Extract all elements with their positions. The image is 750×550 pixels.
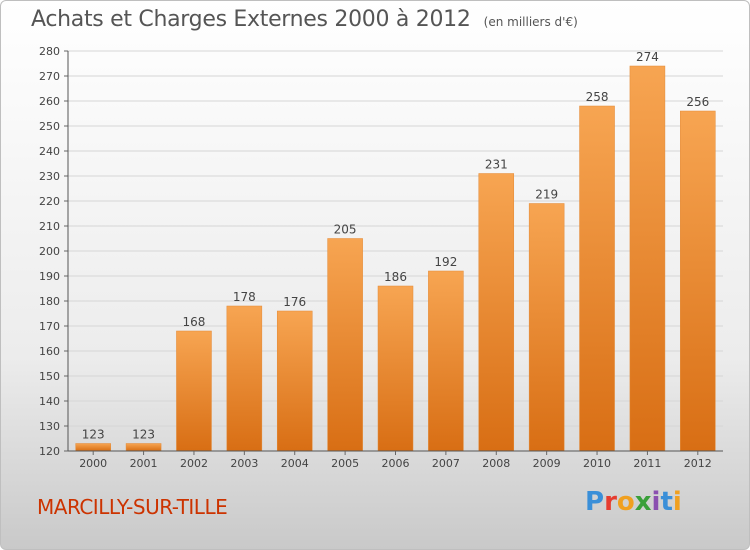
y-tick-label: 270 xyxy=(39,70,60,83)
y-tick-label: 190 xyxy=(39,270,60,283)
bar-value-label: 258 xyxy=(586,90,609,104)
axes: 120 130 140 150 160 170 180 190 200 210 220 230 240 2… xyxy=(39,45,723,470)
commune-name: MARCILLY-SUR-TILLE xyxy=(37,495,228,519)
bar xyxy=(75,443,111,452)
bar xyxy=(428,270,464,452)
logo-letter: t xyxy=(660,487,673,517)
y-tick-label: 260 xyxy=(39,95,60,108)
y-tick-label: 200 xyxy=(39,245,60,258)
y-tick-label: 160 xyxy=(39,345,60,358)
logo-letter: P xyxy=(585,487,605,517)
chart-title: Achats et Charges Externes 2000 à 2012 xyxy=(31,7,471,32)
x-tick-label: 2004 xyxy=(281,457,309,470)
y-tick-label: 170 xyxy=(39,320,60,333)
y-tick-label: 280 xyxy=(39,45,60,58)
y-tick-label: 240 xyxy=(39,145,60,158)
x-tick-label: 2003 xyxy=(230,457,258,470)
y-tick-label: 150 xyxy=(39,370,60,383)
x-tick-label: 2002 xyxy=(180,457,208,470)
bar-value-label: 274 xyxy=(636,50,659,64)
x-tick-label: 2011 xyxy=(633,457,661,470)
x-tick-label: 2012 xyxy=(684,457,712,470)
bar-value-label: 231 xyxy=(485,158,508,172)
y-tick-label: 130 xyxy=(39,420,60,433)
logo-letter: r xyxy=(604,487,617,517)
y-tick-label: 180 xyxy=(39,295,60,308)
x-tick-label: 2007 xyxy=(432,457,460,470)
bar xyxy=(176,330,212,452)
y-tick-label: 140 xyxy=(39,395,60,408)
chart-subtitle: (en milliers d'€) xyxy=(483,15,578,29)
logo-letter: o xyxy=(616,487,635,517)
y-tick-label: 210 xyxy=(39,220,60,233)
bar-value-label: 186 xyxy=(384,270,407,284)
x-tick-label: 2010 xyxy=(583,457,611,470)
bar-value-label: 176 xyxy=(283,295,306,309)
logo-letter: x xyxy=(634,487,652,517)
logo-letter: i xyxy=(651,487,661,517)
y-tick-label: 250 xyxy=(39,120,60,133)
logo-letter: i xyxy=(672,487,682,517)
title-block: Achats et Charges Externes 2000 à 2012 (… xyxy=(31,7,578,32)
bars: 123 123 168 178 176 205 186 192 231 219 258 274 256 xyxy=(75,50,716,452)
bar-value-label: 192 xyxy=(434,255,457,269)
bar-value-label: 123 xyxy=(82,428,105,442)
bar-value-label: 178 xyxy=(233,290,256,304)
bar xyxy=(377,285,414,452)
bar xyxy=(629,65,666,452)
x-tick-label: 2000 xyxy=(79,457,107,470)
bar xyxy=(276,310,313,452)
x-tick-label: 2005 xyxy=(331,457,359,470)
bar-value-label: 205 xyxy=(334,223,357,237)
bar xyxy=(327,238,363,452)
bar xyxy=(125,443,162,452)
y-tick-label: 230 xyxy=(39,170,60,183)
y-tick-label: 220 xyxy=(39,195,60,208)
y-tick-label: 120 xyxy=(39,445,60,458)
bar xyxy=(579,105,615,452)
bar xyxy=(528,203,565,452)
bar xyxy=(478,173,515,452)
bar-value-label: 219 xyxy=(535,188,558,202)
proxiti-logo: Proxiti xyxy=(585,487,682,517)
bar-value-label: 123 xyxy=(132,428,155,442)
bar-value-label: 168 xyxy=(183,315,206,329)
x-tick-label: 2001 xyxy=(130,457,158,470)
x-tick-label: 2006 xyxy=(382,457,410,470)
bar xyxy=(226,305,263,452)
bar-value-label: 256 xyxy=(686,95,709,109)
bar xyxy=(680,110,716,452)
x-tick-label: 2009 xyxy=(533,457,561,470)
x-tick-label: 2008 xyxy=(482,457,510,470)
